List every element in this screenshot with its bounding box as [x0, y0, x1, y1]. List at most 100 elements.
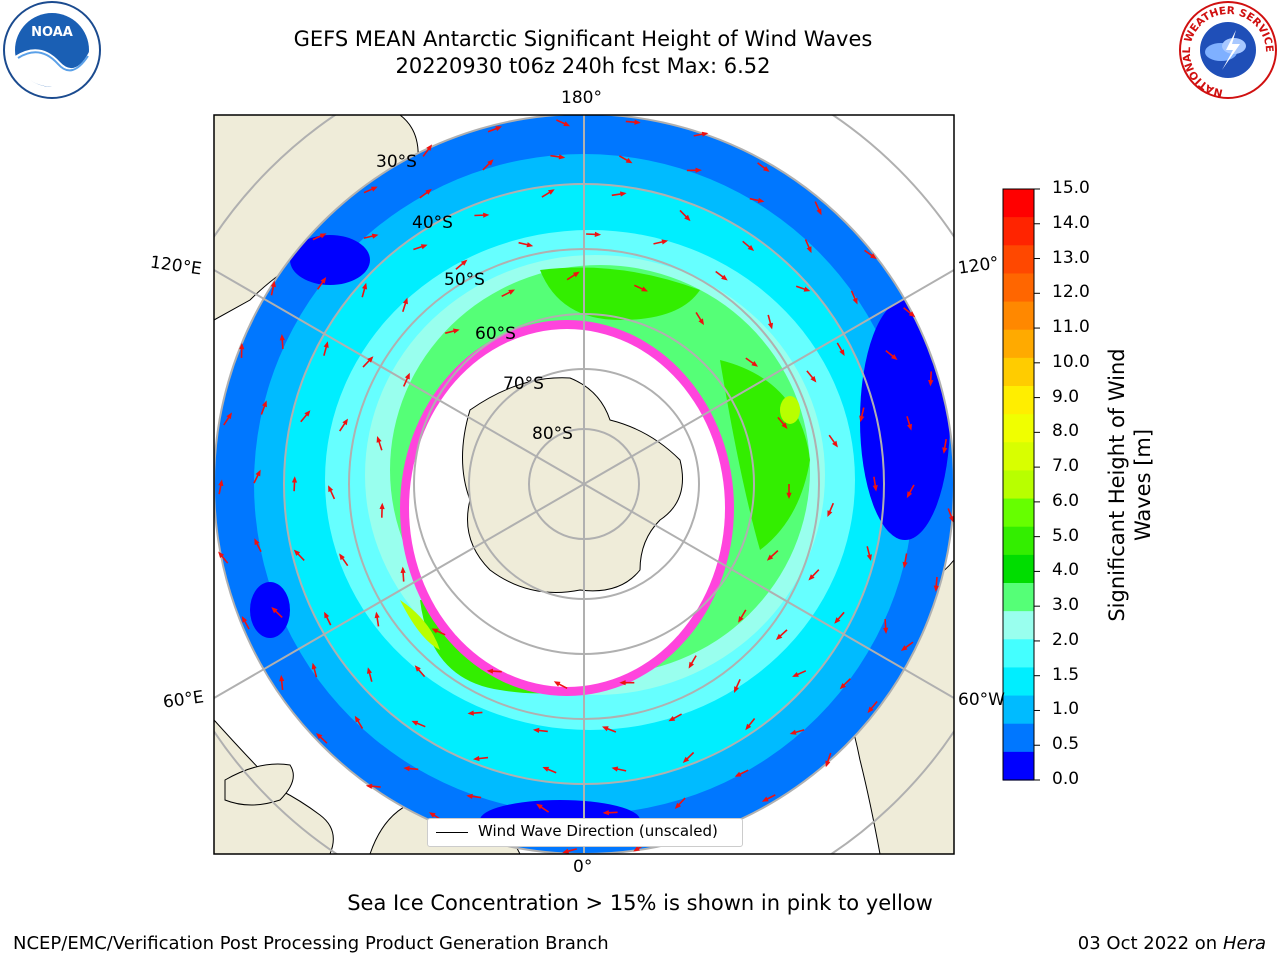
- wave-arrow-head: [803, 286, 811, 292]
- noaa-logo-text: NOAA: [31, 25, 73, 40]
- wave-arrow-head: [558, 154, 566, 160]
- wave-arrow-head: [293, 549, 301, 556]
- wave-arrow-head: [483, 212, 490, 218]
- wave-arrow-head: [619, 680, 626, 686]
- wave-arrow-head: [594, 231, 602, 237]
- nws-logo: NATIONAL WEATHER SERVICE: [1179, 1, 1277, 99]
- wave-arrow-head: [852, 297, 858, 305]
- wave-arrow-head: [747, 245, 755, 251]
- wave-arrow-head: [763, 166, 770, 172]
- wave-arrow-head: [734, 771, 742, 777]
- wave-arrow-head: [789, 729, 797, 735]
- colorbar: [1003, 189, 1034, 781]
- chart-subtitle: 20220930 t06z 240h fcst Max: 6.52: [395, 54, 771, 78]
- wave-arrow-head: [867, 706, 874, 714]
- wave-arrow-head: [553, 681, 561, 687]
- wave-arrow-head: [367, 667, 372, 674]
- wave-arrow-head: [218, 479, 224, 487]
- lon-label-60w: 60°W: [958, 690, 1005, 710]
- colorbar-segment: [1003, 329, 1034, 359]
- wave-arrow-head: [218, 551, 225, 558]
- wave-arrow-head: [872, 485, 878, 492]
- wave-arrow-head: [354, 715, 361, 723]
- wave-arrow-head: [487, 159, 494, 166]
- colorbar-tick-label: 7.0: [1052, 456, 1080, 477]
- wave-arrow-head: [757, 197, 765, 203]
- wave-arrow-head: [328, 485, 334, 493]
- graticule: [214, 115, 954, 854]
- lon-label-0: 0°: [573, 857, 593, 877]
- wave-arrow-head: [928, 380, 934, 387]
- colorbar-segment: [1003, 639, 1034, 669]
- wave-arrow-head: [402, 297, 408, 305]
- wave-arrow-head: [562, 848, 570, 854]
- wave-arrow-head: [611, 766, 619, 772]
- colorbar-tick-label: 9.0: [1052, 386, 1080, 407]
- colorbar-tick-label: 11.0: [1052, 317, 1090, 338]
- wave-arrow-head: [426, 144, 433, 151]
- colorbar-tick-label: 1.5: [1052, 664, 1080, 685]
- wave-arrow-head: [404, 372, 410, 380]
- wave-arrow-head: [682, 756, 690, 763]
- wave-arrow-head: [563, 121, 571, 127]
- wave-arrow-head: [362, 282, 368, 290]
- colorbar-tick-label: 2.0: [1052, 629, 1080, 650]
- wave-arrow-head: [688, 661, 694, 669]
- colorbar-segment: [1003, 245, 1034, 275]
- wave-arrow-head: [766, 554, 774, 561]
- wave-arrow-head: [806, 246, 812, 254]
- colorbar-segment: [1003, 526, 1034, 556]
- wave-arrow-head: [827, 510, 833, 517]
- wave-arrow-head: [453, 328, 460, 334]
- wave-arrow-head: [420, 244, 428, 250]
- wave-arrow-head: [684, 214, 691, 222]
- lat-label-40s: 40°S: [412, 213, 453, 233]
- colorbar-segment: [1003, 273, 1034, 303]
- wave-arrow-head: [367, 356, 374, 363]
- wave-arrow-head: [734, 686, 739, 693]
- wave-arrow-head: [304, 410, 311, 417]
- wave-arrow-head: [226, 412, 232, 420]
- wave-arrow-head: [291, 476, 298, 483]
- wave-arrow-head: [625, 157, 633, 164]
- wave-arrow-head: [602, 810, 609, 816]
- wave-arrow-head: [542, 766, 550, 772]
- colorbar-tick-label: 12.0: [1052, 282, 1090, 303]
- wave-arrow-head: [526, 242, 534, 248]
- wave-arrow-head: [620, 191, 627, 197]
- wave-arrow-head: [866, 554, 872, 561]
- run-date: 03 Oct 2022 on Hera: [1078, 933, 1266, 954]
- wave-arrow-head: [695, 167, 702, 173]
- wave-arrow-head: [792, 672, 799, 677]
- chart-title: GEFS MEAN Antarctic Significant Height o…: [293, 27, 873, 51]
- sea-ice-note: Sea Ice Concentration > 15% is shown in …: [347, 891, 933, 915]
- colorbar-segment: [1003, 301, 1034, 331]
- wave-arrow-head: [466, 793, 473, 799]
- wave-arrow-head: [255, 469, 261, 477]
- colorbar-segment: [1003, 470, 1034, 500]
- branch-credit: NCEP/EMC/Verification Post Processing Pr…: [13, 933, 609, 954]
- colorbar-tick-label: 14.0: [1052, 212, 1090, 233]
- colorbar-tick-label: 15.0: [1052, 178, 1090, 198]
- colorbar-segment: [1003, 583, 1034, 612]
- wave-arrow-head: [365, 783, 373, 789]
- colorbar-segment: [1003, 357, 1034, 387]
- colorbar-tick-label: 0.5: [1052, 734, 1080, 755]
- wave-arrow-head: [339, 553, 345, 561]
- wave-arrow-head: [473, 755, 480, 762]
- wave-arrow-head: [738, 616, 744, 623]
- wave-arrow-head: [761, 796, 769, 802]
- wave-arrow-head: [411, 720, 419, 726]
- colorbar-segment: [1003, 442, 1034, 472]
- wave-arrow-head: [701, 131, 709, 137]
- colorbar-tick-label: 6.0: [1052, 490, 1080, 511]
- wave-arrow-head: [834, 617, 841, 624]
- colorbar-segment: [1003, 723, 1034, 753]
- lat-label-80s: 80°S: [532, 424, 573, 444]
- colorbar-segment: [1003, 667, 1034, 697]
- wave-arrow-head: [374, 611, 380, 619]
- wave-arrow-head: [495, 126, 502, 132]
- wave-arrow-head: [786, 492, 792, 499]
- wave-arrow-head: [342, 418, 348, 426]
